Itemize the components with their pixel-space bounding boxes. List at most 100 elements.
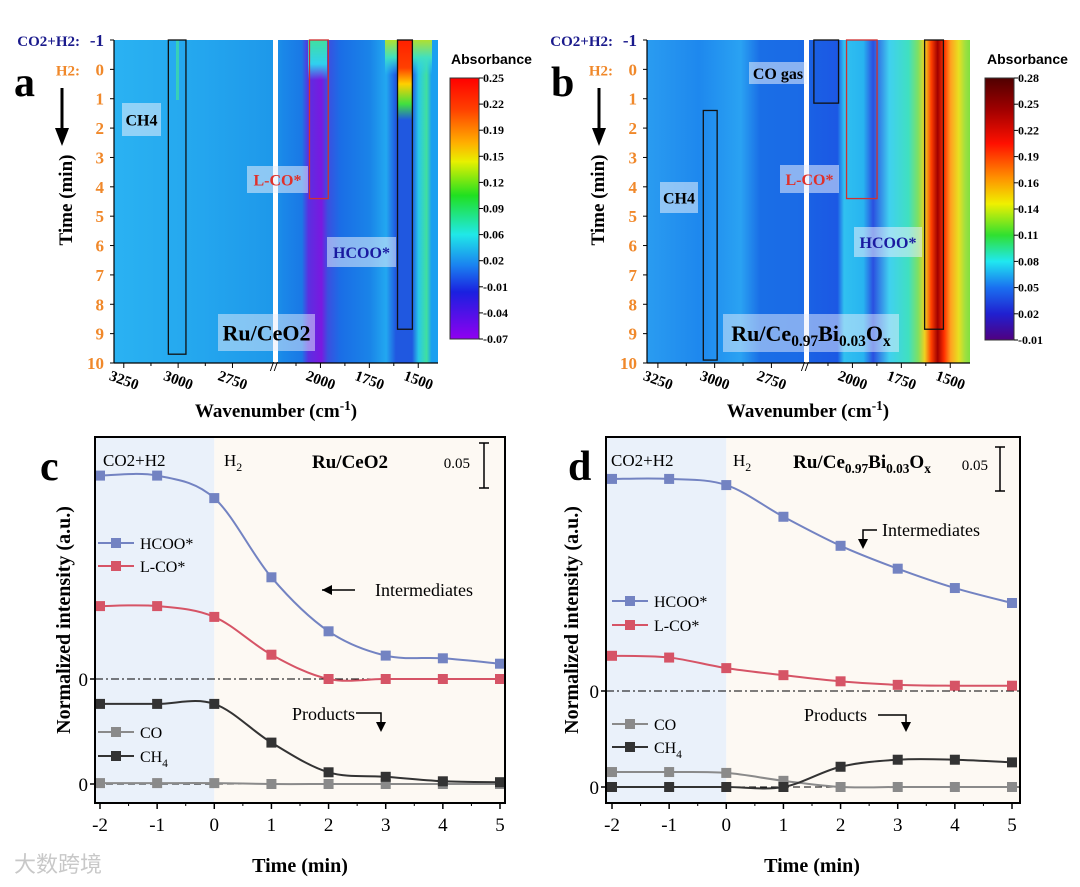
region-co2-h2 (95, 437, 215, 803)
y-tick-label: 9 (96, 325, 105, 344)
legend-item: HCOO* (98, 536, 193, 553)
data-point (209, 698, 220, 709)
heatmap-panel-b: CO gas CH4 L-CO* HCOO* Ru/Ce0.97Bi0.03Ox 3 2 5 0… (550, 31, 1043, 394)
colorbar-tick-label: 0.09 (483, 202, 504, 216)
y-tick-label: 1 (96, 90, 105, 109)
scale-bar-label: 0.05 (962, 458, 988, 474)
x-tick-label: 2 (324, 815, 334, 836)
arrow-head-icon (376, 722, 386, 732)
data-point (892, 782, 903, 792)
y-tick-label: 10 (87, 354, 104, 373)
data-point (949, 583, 960, 594)
data-point (892, 563, 903, 574)
y-tick-label: 9 (629, 325, 638, 344)
x-tick-label: 4 (950, 815, 960, 836)
data-point (152, 470, 163, 481)
y-tick-label: 7 (629, 266, 638, 285)
annotation-label: HCOO* (333, 245, 390, 262)
y-tick-label: 7 (96, 266, 105, 285)
peak-box (167, 39, 187, 355)
data-point (380, 771, 391, 782)
colorbar-tick-label: 0.16 (1018, 176, 1039, 190)
x-tick-label: 4 (438, 815, 448, 836)
peak-box (845, 39, 878, 200)
data-point (209, 778, 220, 789)
data-point (721, 663, 732, 674)
data-point (664, 652, 675, 663)
y-tick-label: -1 (90, 31, 104, 50)
data-point (1007, 782, 1017, 792)
y-axis-label-d: Normalized intensity (a.u.) (561, 506, 583, 734)
annotation-label-bg (660, 182, 698, 213)
data-point (323, 767, 334, 778)
annotation-label: CO gas (753, 66, 803, 83)
colorbar-tick-label: 0.19 (1018, 150, 1039, 164)
y-tick-label: 4 (629, 178, 638, 197)
watermark: 大数跨境 (14, 853, 102, 878)
y-axis-label-a: Time (min) (56, 155, 77, 246)
y-axis-label-c: Normalized intensity (a.u.) (53, 506, 75, 734)
data-point (495, 674, 505, 684)
colorbar-b (984, 77, 1015, 341)
annotation-label: CH4 (663, 191, 695, 208)
legend-marker (625, 596, 635, 606)
y-tick-label: 0 (629, 60, 638, 79)
phase-label-co2-h2: CO2+H2: (550, 34, 613, 50)
region-label-h2: H2 (224, 451, 242, 474)
y-tick-label: 6 (629, 237, 638, 256)
data-point (95, 470, 105, 481)
y-tick-label: 0 (79, 775, 89, 796)
y-tick-label: 5 (96, 207, 105, 226)
x-tick-label: 1 (779, 815, 789, 836)
panel-letter-d: d (568, 444, 591, 490)
heatmap-a-feature (398, 40, 413, 120)
data-point (835, 540, 846, 551)
data-point (778, 670, 789, 681)
sample-title: Ru/Ce0.97Bi0.03Ox (793, 452, 931, 476)
y-tick-label: 10 (620, 354, 637, 373)
colorbar-tick-label: 0.19 (483, 123, 504, 137)
phase-label-h2: H2: (589, 63, 613, 79)
arrow-head-icon (322, 585, 332, 595)
data-point (495, 658, 505, 669)
data-point (152, 778, 163, 789)
data-point (835, 761, 846, 772)
peak-box (308, 39, 329, 200)
time-arrow-icon (55, 88, 69, 146)
line-chart-panel-c: -2 -1 0 1 2 3 4 5 0 0 HCOO* L-CO* CO CH4 CO2+H2 H2 Ru/Ce… (79, 436, 506, 836)
data-point (607, 650, 617, 661)
panel-letter-c: c (40, 444, 59, 490)
arrow-head-icon (901, 722, 911, 732)
arrow-line (356, 712, 382, 722)
data-point (380, 650, 391, 661)
chart-marks: CH4 L-CO* HCOO* Ru/CeO2 3 2 5 0 3 0 0 0 2 7 5 0 2 0 0 0 1 7 5 0… (17, 31, 1043, 836)
data-point (95, 698, 105, 709)
x-tick-label: 5 (1007, 815, 1017, 836)
colorbar-tick-label: 0.02 (483, 254, 504, 268)
series-line-hcoo (99, 472, 501, 665)
series-line-lco (99, 604, 500, 682)
x-axis-label-d: Time (min) (764, 855, 860, 877)
x-tick-label: -2 (92, 815, 108, 836)
data-point (664, 782, 675, 792)
data-point (892, 754, 903, 765)
annotation-label-bg (749, 62, 807, 84)
legend-item: CO (98, 725, 162, 742)
annotation-label: HCOO* (860, 235, 917, 252)
y-tick-label: 5 (629, 207, 638, 226)
y-tick-label: 0 (590, 778, 600, 799)
data-point (949, 782, 960, 792)
data-point (949, 754, 960, 765)
annotation-label-bg (780, 165, 839, 193)
legend-marker (111, 538, 121, 548)
data-point (152, 698, 163, 709)
data-point (721, 782, 732, 792)
y-tick-label: 6 (96, 237, 105, 256)
colorbar-tick-label: -0.04 (483, 306, 508, 320)
colorbar-a (449, 77, 480, 340)
arrow-head-icon (858, 539, 868, 549)
data-point (778, 511, 789, 522)
region-label-co2-h2: CO2+H2 (611, 451, 673, 470)
panel-letter-b: b (551, 60, 574, 106)
data-point (721, 480, 732, 491)
